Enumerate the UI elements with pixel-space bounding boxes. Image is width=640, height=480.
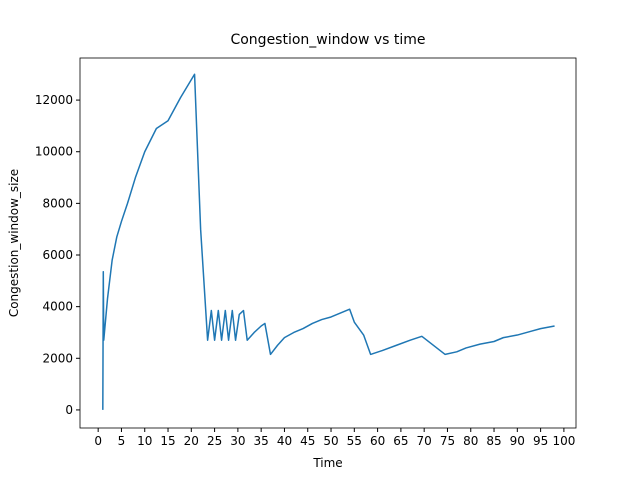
- x-tick-label: 0: [94, 434, 102, 448]
- x-tick-label: 75: [440, 434, 455, 448]
- y-axis-label: Congestion_window_size: [7, 169, 21, 317]
- x-tick-label: 90: [510, 434, 525, 448]
- y-tick-label: 12000: [35, 93, 73, 107]
- x-tick-label: 35: [254, 434, 269, 448]
- x-tick-label: 25: [207, 434, 222, 448]
- x-tick-label: 10: [137, 434, 152, 448]
- x-tick-label: 85: [486, 434, 501, 448]
- y-tick-label: 0: [65, 403, 73, 417]
- x-axis-label: Time: [312, 456, 342, 470]
- x-tick-label: 50: [323, 434, 338, 448]
- x-tick-label: 45: [300, 434, 315, 448]
- x-tick-label: 15: [160, 434, 175, 448]
- y-tick-label: 10000: [35, 145, 73, 159]
- y-tick-label: 8000: [42, 196, 73, 210]
- x-tick-label: 60: [370, 434, 385, 448]
- line-series: [102, 73, 555, 410]
- y-tick-label: 6000: [42, 248, 73, 262]
- x-tick-label: 40: [277, 434, 292, 448]
- x-tick-label: 95: [533, 434, 548, 448]
- chart-title: Congestion_window vs time: [230, 32, 425, 48]
- x-tick-label: 70: [417, 434, 432, 448]
- x-tick-label: 5: [118, 434, 126, 448]
- x-tick-label: 30: [230, 434, 245, 448]
- x-tick-label: 20: [184, 434, 199, 448]
- plot-frame: [79, 57, 577, 429]
- y-tick-label: 4000: [42, 300, 73, 314]
- x-tick-label: 65: [393, 434, 408, 448]
- x-tick-label: 100: [552, 434, 575, 448]
- x-tick-label: 55: [347, 434, 362, 448]
- x-tick-label: 80: [463, 434, 478, 448]
- y-tick-label: 2000: [42, 351, 73, 365]
